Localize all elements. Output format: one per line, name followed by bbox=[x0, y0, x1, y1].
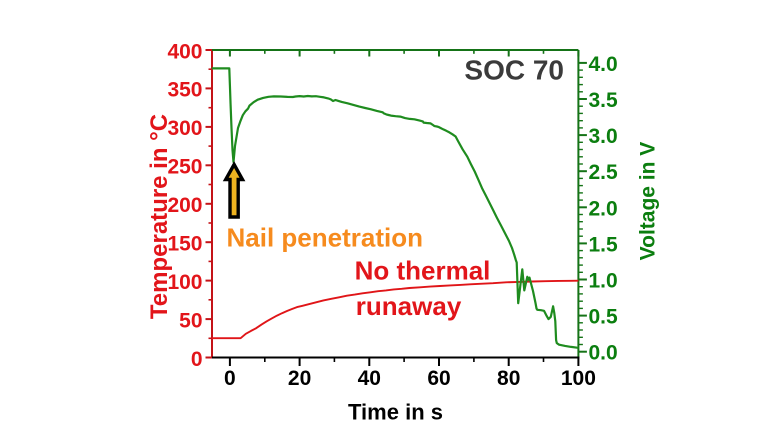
svg-text:SOC 70: SOC 70 bbox=[464, 54, 564, 85]
svg-text:3.5: 3.5 bbox=[589, 89, 619, 112]
svg-text:150: 150 bbox=[167, 233, 202, 256]
svg-text:0: 0 bbox=[224, 367, 236, 390]
svg-text:200: 200 bbox=[167, 194, 202, 217]
svg-text:4.0: 4.0 bbox=[589, 53, 618, 76]
svg-text:0: 0 bbox=[191, 348, 203, 371]
svg-text:1.0: 1.0 bbox=[589, 270, 618, 293]
svg-text:Nail penetration: Nail penetration bbox=[227, 222, 423, 252]
svg-text:400: 400 bbox=[167, 40, 202, 63]
svg-text:2.5: 2.5 bbox=[589, 161, 619, 184]
svg-text:3.0: 3.0 bbox=[589, 125, 618, 148]
svg-text:No thermal: No thermal bbox=[355, 256, 491, 286]
svg-text:80: 80 bbox=[497, 367, 520, 390]
svg-text:Voltage in V: Voltage in V bbox=[637, 142, 660, 261]
svg-text:300: 300 bbox=[167, 117, 202, 140]
svg-text:350: 350 bbox=[167, 79, 202, 102]
svg-text:60: 60 bbox=[427, 367, 450, 390]
svg-text:40: 40 bbox=[358, 367, 381, 390]
svg-text:50: 50 bbox=[179, 309, 202, 332]
svg-text:Time in s: Time in s bbox=[348, 399, 443, 424]
svg-text:0.5: 0.5 bbox=[589, 306, 619, 329]
svg-text:250: 250 bbox=[167, 156, 202, 179]
svg-text:2.0: 2.0 bbox=[589, 197, 618, 220]
svg-text:100: 100 bbox=[561, 367, 596, 390]
svg-text:runaway: runaway bbox=[356, 291, 462, 321]
svg-text:20: 20 bbox=[288, 367, 311, 390]
svg-text:Temperature in °C: Temperature in °C bbox=[146, 114, 173, 319]
svg-text:1.5: 1.5 bbox=[589, 233, 619, 256]
svg-text:0.0: 0.0 bbox=[589, 342, 618, 365]
svg-text:100: 100 bbox=[167, 271, 202, 294]
